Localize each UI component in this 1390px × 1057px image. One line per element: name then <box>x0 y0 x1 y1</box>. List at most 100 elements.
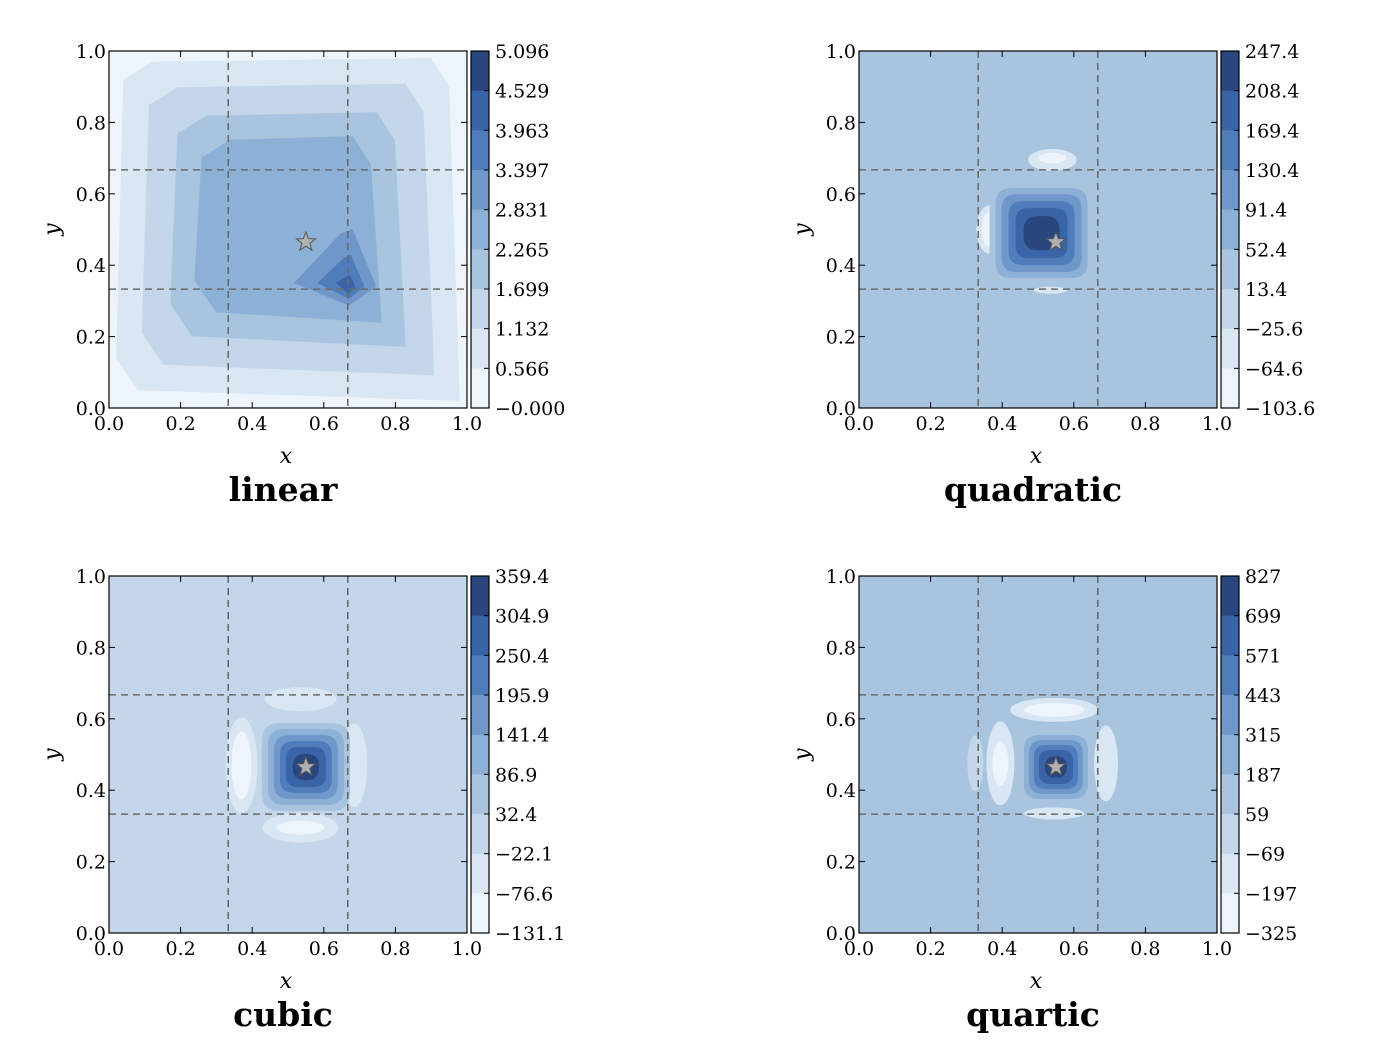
colorbar-band <box>471 209 489 250</box>
colorbar-tick-label: −25.6 <box>1245 319 1303 341</box>
y-tick-label: 0.4 <box>76 780 106 802</box>
y-tick-label: 0.8 <box>76 637 106 659</box>
star-marker <box>1045 230 1067 252</box>
x-tick-label: 0.0 <box>94 938 124 960</box>
colorbar-tick-label: 3.963 <box>495 120 549 142</box>
panel-title: linear <box>229 470 338 509</box>
colorbar-tick-label: 195.9 <box>495 685 549 707</box>
colorbar-tick-label: 359.4 <box>495 566 549 588</box>
x-tick-label: 1.0 <box>1202 413 1232 435</box>
colorbar-band <box>1221 368 1239 409</box>
axes-frame <box>858 575 1218 934</box>
colorbar-band <box>471 576 489 617</box>
colorbar-band <box>471 249 489 290</box>
colorbar-frame <box>1220 50 1240 409</box>
colorbar-tick-label: 2.265 <box>495 239 549 261</box>
colorbar-band <box>1221 90 1239 131</box>
contour-band <box>264 687 337 712</box>
colorbar: 827 699 571 443 315 187 59 −69 −197 −325 <box>1220 566 1297 945</box>
panel-title: cubic <box>233 995 333 1034</box>
x-tick-label: 0.6 <box>309 938 339 960</box>
x-tick-label: 0.4 <box>987 413 1017 435</box>
x-tick-label: 0.8 <box>380 938 410 960</box>
y-tick-label: 0.6 <box>826 184 856 206</box>
colorbar-band <box>1221 893 1239 934</box>
x-tick-label: 0.8 <box>380 413 410 435</box>
colorbar-band <box>1221 734 1239 775</box>
y-tick-label: 1.0 <box>826 41 856 63</box>
contour-band <box>1100 703 1113 716</box>
colorbar-band <box>471 655 489 696</box>
y-tick-label: 0.6 <box>76 184 106 206</box>
x-tick-label: 0.0 <box>844 938 874 960</box>
colorbar-band <box>1221 615 1239 656</box>
contour-band <box>1028 683 1081 694</box>
x-tick-label: 1.0 <box>452 413 482 435</box>
colorbar-tick-label: 4.529 <box>495 81 549 103</box>
contour-field <box>109 51 467 408</box>
y-tick-label: 0.6 <box>76 709 106 731</box>
colorbar-tick-label: −69 <box>1245 844 1285 866</box>
colorbar-tick-label: −325 <box>1245 923 1297 945</box>
x-tick-label: 0.8 <box>1130 413 1160 435</box>
colorbar-frame <box>470 575 490 934</box>
contour-panel-quartic: 0.0 0.2 0.4 0.6 0.8 1.0 0.0 0.2 0.4 0.6 0.8 1.0 x y qu… <box>790 566 1297 1034</box>
y-tick-label: 0.8 <box>76 112 106 134</box>
x-tick-label: 0.6 <box>1059 938 1089 960</box>
colorbar-frame <box>470 50 490 409</box>
colorbar-tick-label: −103.6 <box>1245 398 1315 420</box>
y-tick-label: 0.0 <box>76 923 106 945</box>
colorbar-tick-label: 32.4 <box>495 804 537 826</box>
x-tick-label: 0.6 <box>309 413 339 435</box>
axes-frame <box>108 575 468 934</box>
x-tick-label: 0.4 <box>237 413 267 435</box>
colorbar-band <box>471 814 489 855</box>
colorbar-band <box>471 853 489 894</box>
colorbar-band <box>1221 328 1239 369</box>
y-tick-label: 0.4 <box>76 255 106 277</box>
colorbar-band <box>1221 51 1239 92</box>
colorbar-band <box>1221 249 1239 290</box>
colorbar-tick-label: 247.4 <box>1245 41 1299 63</box>
x-tick-label: 0.0 <box>94 413 124 435</box>
colorbar-tick-label: 3.397 <box>495 160 549 182</box>
colorbar-band <box>471 368 489 409</box>
contour-band <box>1033 286 1068 294</box>
colorbar-band <box>471 734 489 775</box>
colorbar-tick-label: 2.831 <box>495 200 549 222</box>
colorbar-frame <box>1220 575 1240 934</box>
colorbar-tick-label: −131.1 <box>495 923 565 945</box>
contour-band <box>1038 152 1067 164</box>
colorbar-tick-label: 86.9 <box>495 764 537 786</box>
contour-panel-cubic: 0.0 0.2 0.4 0.6 0.8 1.0 0.0 0.2 0.4 0.6 0.8 1.0 x y cu… <box>40 566 565 1034</box>
contour-field <box>859 51 1217 408</box>
colorbar-tick-label: 250.4 <box>495 645 549 667</box>
colorbar-tick-label: 169.4 <box>1245 120 1299 142</box>
colorbar-tick-label: 1.699 <box>495 279 549 301</box>
colorbar-tick-label: 315 <box>1245 725 1281 747</box>
contour-band <box>956 143 977 169</box>
colorbar-tick-label: 59 <box>1245 804 1269 826</box>
axes-frame <box>858 50 1218 409</box>
colorbar-tick-label: 13.4 <box>1245 279 1287 301</box>
colorbar-band <box>1221 209 1239 250</box>
colorbar-tick-label: 52.4 <box>1245 239 1287 261</box>
colorbar-band <box>471 328 489 369</box>
x-tick-label: 0.4 <box>987 938 1017 960</box>
colorbar-band <box>471 130 489 171</box>
colorbar-tick-label: −22.1 <box>495 844 553 866</box>
x-tick-label: 0.2 <box>165 938 195 960</box>
colorbar-band <box>471 774 489 815</box>
y-tick-label: 0.6 <box>826 709 856 731</box>
colorbar-band <box>471 289 489 330</box>
colorbar-tick-label: −76.6 <box>495 883 553 905</box>
colorbar-tick-label: −0.000 <box>495 398 565 420</box>
x-tick-label: 0.6 <box>1059 413 1089 435</box>
x-tick-label: 0.0 <box>844 413 874 435</box>
colorbar-band <box>471 695 489 736</box>
y-tick-label: 0.0 <box>826 923 856 945</box>
star-marker <box>295 755 317 777</box>
contour-field <box>859 576 1217 933</box>
contour-field <box>109 576 467 933</box>
